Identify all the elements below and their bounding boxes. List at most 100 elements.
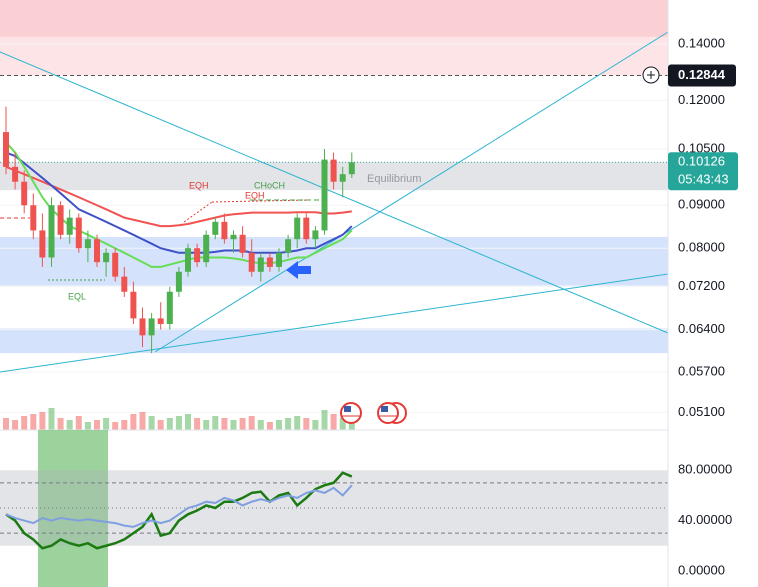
candle-body	[21, 181, 28, 206]
oscillator-line	[5, 484, 353, 528]
y-tick-label: 0.10500	[678, 140, 725, 155]
oscillator	[0, 470, 668, 550]
candle-body	[148, 318, 155, 336]
volume-bar	[285, 418, 292, 430]
candle-body	[30, 205, 37, 231]
volume-bar	[66, 420, 73, 430]
candle-body	[57, 205, 64, 235]
candle-body	[3, 132, 9, 167]
candle-body	[112, 252, 119, 277]
trendline	[0, 273, 669, 373]
volume-bar	[130, 414, 137, 430]
candle-body	[212, 221, 219, 235]
volume-bar	[185, 414, 191, 430]
candle-body	[84, 239, 91, 249]
candle-body	[66, 217, 73, 235]
candle-body	[157, 318, 164, 324]
flags	[340, 402, 407, 424]
plus-icon	[647, 71, 655, 79]
volume-bar	[148, 416, 155, 430]
volume-bar	[48, 408, 55, 430]
volume-bar	[212, 416, 219, 430]
volume-bar	[321, 410, 328, 430]
countdown: 05:43:43	[678, 172, 729, 187]
candle-body	[94, 239, 100, 263]
volume-bar	[21, 416, 28, 430]
volume-bar	[121, 420, 128, 430]
candle-body	[312, 230, 319, 240]
volume-bar	[294, 416, 301, 430]
highlight-area	[38, 430, 108, 587]
volume-bar	[203, 420, 210, 430]
flag-canton	[381, 406, 388, 412]
candle-body	[321, 159, 328, 231]
candle-body	[285, 239, 292, 253]
eqh-line	[183, 201, 213, 223]
candle-body	[348, 162, 355, 175]
y-tick-label: 0.08000	[678, 240, 725, 255]
volume-bar	[194, 418, 201, 430]
oscillator-line	[5, 471, 353, 550]
zone	[0, 236, 668, 286]
candle-body	[276, 252, 282, 267]
candles	[3, 106, 355, 354]
candle-body	[175, 271, 182, 292]
moving-average	[5, 141, 353, 268]
y-tick-label: 0.07200	[678, 278, 725, 293]
candle-body	[294, 217, 301, 240]
crosshair-label-box	[668, 64, 736, 87]
volume-bar	[157, 420, 164, 430]
candle-body	[203, 234, 210, 263]
arrow	[286, 261, 311, 279]
y-tick-label: 80.00000	[678, 462, 732, 477]
moving-average	[5, 165, 352, 228]
volume-bar	[266, 422, 273, 430]
y-tick-label: 0.05700	[678, 363, 725, 378]
y-tick-label: 0.06400	[678, 321, 725, 336]
volume-bar	[84, 422, 91, 430]
annotation: CHoCH	[254, 180, 285, 190]
last-price-label: 0.10126	[678, 154, 725, 169]
volume-bar	[330, 414, 337, 430]
volume-bar	[303, 418, 310, 430]
candle-body	[330, 159, 337, 182]
crosshair-label: 0.12844	[678, 67, 726, 82]
volume-bar	[312, 420, 319, 430]
candle-body	[130, 291, 137, 319]
candle-body	[248, 252, 255, 272]
volume-bar	[75, 416, 82, 430]
volume-bar	[103, 418, 110, 430]
volume-bar	[257, 420, 264, 430]
candle-body	[339, 174, 346, 182]
candle-body	[166, 291, 173, 324]
candle-body	[303, 217, 310, 240]
volume-bar	[221, 418, 228, 430]
volume-bar	[57, 418, 64, 430]
candle-body	[194, 248, 201, 263]
volume-bar	[112, 422, 119, 430]
candle-body	[266, 257, 273, 267]
price-axis: 0.14000 0.12000 0.10500 0.09000 0.08000 0.072…	[668, 36, 738, 577]
volume-bar	[175, 416, 182, 430]
candle-body	[103, 252, 110, 263]
zones	[0, 0, 668, 354]
zone	[0, 0, 668, 37]
trendlines	[0, 31, 669, 373]
volume-bar	[248, 416, 255, 430]
candle-body	[185, 248, 191, 272]
volume-bar	[139, 412, 146, 430]
candle-body	[230, 234, 237, 240]
last-price-box	[668, 152, 738, 191]
y-tick-label: 0.14000	[678, 36, 725, 51]
candle-body	[257, 257, 264, 272]
y-tick-label: 0.12000	[678, 92, 725, 107]
y-tick-label: 0.05100	[678, 404, 725, 419]
volume-bar	[30, 414, 37, 430]
volume-bar	[166, 418, 173, 430]
y-tick-label: 0.00000	[678, 562, 725, 577]
candle-body	[75, 217, 82, 249]
annotation: EQH	[189, 180, 209, 190]
candle-body	[48, 205, 55, 258]
volume-bar	[239, 418, 246, 430]
